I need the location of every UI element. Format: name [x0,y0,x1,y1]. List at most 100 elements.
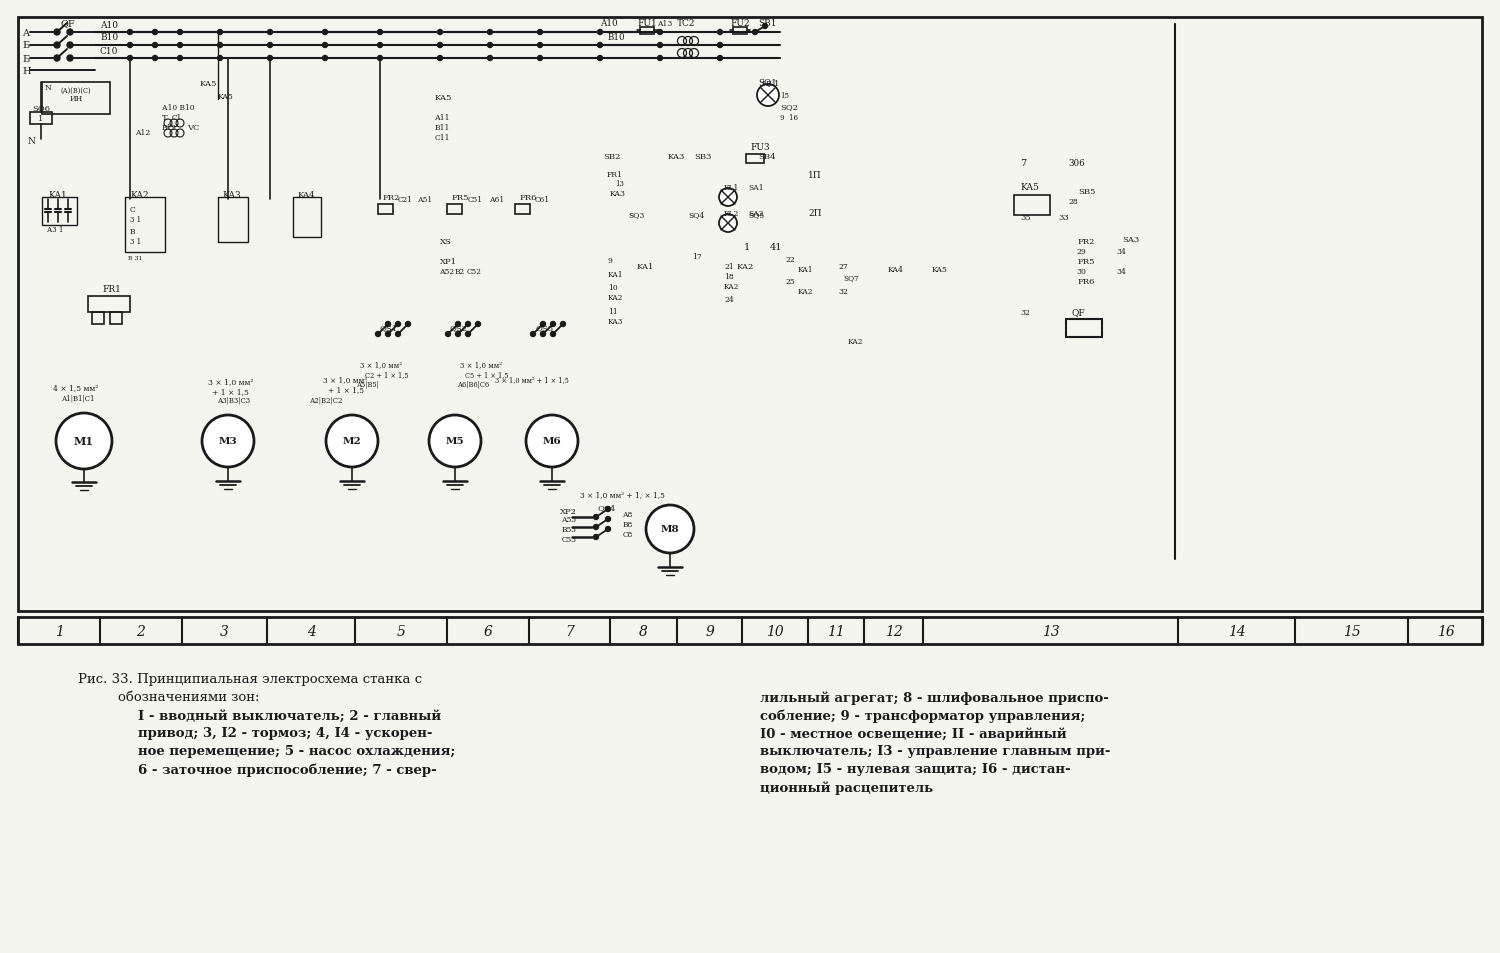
Text: 11: 11 [827,624,844,638]
Text: 1: 1 [744,243,750,253]
Text: FU3: FU3 [750,143,770,152]
Circle shape [405,322,411,327]
Circle shape [128,44,132,49]
Text: 3 × 1,0 мм² + 1, × 1,5: 3 × 1,0 мм² + 1, × 1,5 [580,491,664,498]
Text: 4: 4 [306,624,315,638]
Text: 29: 29 [1076,248,1086,255]
Text: FR2: FR2 [1078,237,1095,246]
Text: SQ1: SQ1 [758,78,777,88]
Circle shape [68,43,74,49]
Text: ИН: ИН [69,95,82,103]
Text: KA2: KA2 [798,288,813,295]
Text: + 1 × 1,5: + 1 × 1,5 [211,388,249,395]
Text: FR6: FR6 [1078,277,1095,286]
Circle shape [717,56,723,61]
Circle shape [597,30,603,35]
Text: SB5: SB5 [1078,188,1095,195]
Text: В11: В11 [435,124,450,132]
Circle shape [537,56,543,61]
Circle shape [537,44,543,49]
Text: 34: 34 [1116,268,1126,275]
Text: В12: В12 [162,124,177,132]
Circle shape [153,44,158,49]
Text: 7: 7 [566,624,574,638]
Circle shape [217,30,222,35]
Circle shape [717,30,723,35]
Text: KA3: KA3 [608,317,624,326]
Text: C10: C10 [100,47,118,55]
Circle shape [561,322,566,327]
Text: KA4: KA4 [298,191,315,199]
Text: (А)(В)(С): (А)(В)(С) [60,87,92,95]
Text: Рис. 33. Принципиальная электросхема станка с: Рис. 33. Принципиальная электросхема ста… [78,673,422,686]
Circle shape [540,333,546,337]
Circle shape [177,30,183,35]
Circle shape [322,30,327,35]
Text: С8: С8 [622,531,633,538]
Text: 2П: 2П [808,209,822,217]
Bar [1014,195,1050,215]
Circle shape [68,56,74,62]
Text: M5: M5 [446,437,465,446]
Text: С11: С11 [435,133,450,142]
Text: SA2: SA2 [748,210,764,218]
Circle shape [718,214,736,233]
Circle shape [476,322,480,327]
Text: KA1: KA1 [608,271,624,278]
Bar [42,83,110,115]
Circle shape [606,517,610,522]
Text: 13: 13 [615,180,624,188]
Text: ное перемещение; 5 - насос охлаждения;: ное перемещение; 5 - насос охлаждения; [138,744,456,758]
Circle shape [718,189,736,207]
Text: А5|В5|: А5|В5| [357,380,380,389]
Circle shape [438,44,442,49]
Text: I - вводный выключатель; 2 - главный: I - вводный выключатель; 2 - главный [138,709,441,721]
Text: N: N [45,84,51,91]
Text: 9  16: 9 16 [780,113,798,122]
Circle shape [540,322,546,327]
Text: 32: 32 [839,288,848,295]
Text: KA5: KA5 [435,94,453,102]
Bar [746,154,764,164]
Text: 32: 32 [1020,309,1031,316]
Text: В2: В2 [454,268,465,275]
Text: 9: 9 [705,624,714,638]
Text: KA2: KA2 [847,337,864,346]
Text: 12: 12 [885,624,903,638]
Circle shape [531,333,536,337]
Text: KA2: KA2 [736,263,754,271]
Text: 306: 306 [1068,158,1084,168]
Text: С: С [130,206,135,213]
Text: 3: 3 [220,624,230,638]
Text: KA1: KA1 [638,263,654,271]
Circle shape [597,56,603,61]
Text: KA5: KA5 [200,80,217,88]
Text: SQ4: SQ4 [688,211,705,219]
Text: 35: 35 [1020,213,1031,222]
Circle shape [267,30,273,35]
Text: 1: 1 [39,115,44,123]
Text: SQ3: SQ3 [628,211,645,219]
Circle shape [657,44,663,49]
Bar [640,28,654,35]
Text: Б: Б [22,54,30,64]
Bar [18,618,1482,644]
Text: T: T [162,113,168,122]
Circle shape [54,43,60,49]
Circle shape [488,56,492,61]
Text: 13: 13 [1041,624,1059,638]
Circle shape [217,56,222,61]
Circle shape [267,56,273,61]
Text: 2: 2 [136,624,146,638]
Bar [92,313,104,325]
Circle shape [438,56,442,61]
Text: M6: M6 [543,437,561,446]
Text: KA2: KA2 [608,294,624,302]
Text: XP1: XP1 [440,257,458,266]
Text: FR1: FR1 [102,285,122,294]
Text: EL2: EL2 [724,210,740,218]
Text: SB3: SB3 [694,152,711,161]
Circle shape [128,30,132,35]
Text: 3 1: 3 1 [130,215,141,224]
Text: 3 × 1,0 мм²: 3 × 1,0 мм² [460,360,503,369]
